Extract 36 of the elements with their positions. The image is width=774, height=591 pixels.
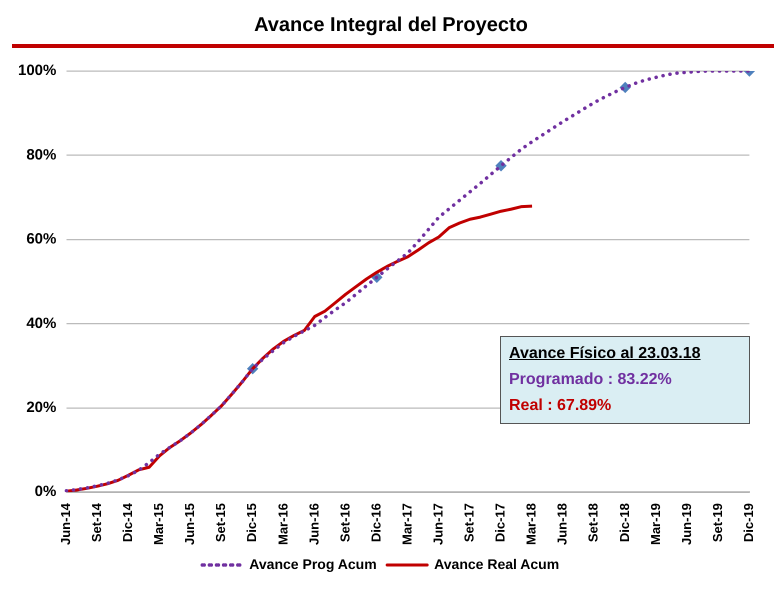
y-tick-label: 40% [26, 314, 56, 332]
x-tick-label: Set-16 [337, 503, 352, 542]
y-tick-label: 80% [26, 146, 56, 164]
x-tick-label: Set-15 [213, 503, 228, 542]
x-tick-label: Set-19 [710, 503, 725, 542]
note-box: Avance Físico al 23.03.18 Programado : 83.22% Real : 67.89% [500, 336, 750, 424]
x-tick-label: Set-17 [462, 503, 477, 542]
y-tick-label: 60% [26, 230, 56, 248]
y-tick-label: 0% [34, 483, 56, 500]
x-tick-label: Mar-19 [648, 503, 663, 546]
x-tick-label: Dic-15 [244, 503, 260, 542]
x-tick-label: Dic-17 [492, 503, 508, 542]
x-tick-label: Mar-17 [399, 503, 414, 546]
x-tick-label: Jun-17 [430, 503, 446, 545]
x-tick-label: Set-14 [88, 502, 104, 542]
x-tick-label: Dic-19 [740, 503, 756, 542]
chart-title: Avance Integral del Proyecto [253, 13, 529, 38]
annotation: Real : 67.89% [509, 396, 612, 416]
x-tick-label: Mar-18 [524, 503, 539, 546]
annotation: Programado : 83.22% [509, 370, 673, 390]
x-tick-label: Dic-18 [616, 503, 632, 542]
x-tick-label: Jun-18 [554, 503, 570, 545]
legend-label: Avance Prog Acum [249, 556, 377, 572]
legend-label: Avance Real Acum [434, 556, 560, 572]
x-tick-label: Mar-16 [275, 503, 290, 546]
y-tick-label: 100% [18, 62, 56, 80]
x-tick-label: Set-18 [586, 503, 601, 542]
x-tick-label: Mar-15 [151, 503, 166, 546]
x-tick-label: Jun-14 [58, 502, 73, 545]
x-tick-label: Dic-14 [120, 502, 136, 542]
x-tick-label: Jun-15 [182, 503, 198, 545]
y-tick-label: 20% [26, 399, 56, 416]
x-tick-label: Dic-16 [368, 503, 384, 542]
x-tick-label: Jun-19 [678, 503, 694, 545]
annotation: Avance Físico al 23.03.18 [509, 344, 702, 364]
x-tick-label: Jun-16 [306, 503, 322, 545]
